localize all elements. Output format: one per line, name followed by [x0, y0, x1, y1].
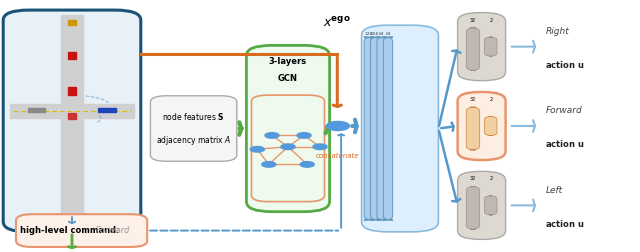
Text: 32: 32 — [470, 176, 476, 181]
Text: 32: 32 — [470, 18, 476, 23]
Text: 256: 256 — [371, 32, 380, 36]
Text: $\mathbf{\mathit{x}}^{\mathbf{ego}}$: $\mathbf{\mathit{x}}^{\mathbf{ego}}$ — [323, 16, 351, 30]
Circle shape — [262, 162, 276, 167]
Bar — [99, 108, 116, 112]
Text: action $\mathbf{u}$: action $\mathbf{u}$ — [545, 138, 585, 149]
FancyBboxPatch shape — [484, 116, 497, 136]
FancyBboxPatch shape — [376, 37, 387, 220]
Circle shape — [313, 144, 327, 149]
Bar — [68, 20, 76, 25]
Text: Forward: Forward — [545, 106, 582, 115]
Text: 64: 64 — [379, 32, 385, 36]
Circle shape — [281, 144, 295, 149]
Text: 2: 2 — [489, 176, 492, 181]
Bar — [29, 108, 45, 112]
Circle shape — [250, 146, 264, 152]
Text: concatenate: concatenate — [316, 153, 360, 159]
FancyBboxPatch shape — [466, 186, 480, 229]
Circle shape — [265, 133, 279, 138]
FancyBboxPatch shape — [150, 96, 237, 161]
Text: 64: 64 — [385, 32, 391, 36]
Text: 128: 128 — [365, 32, 373, 36]
FancyBboxPatch shape — [458, 13, 506, 81]
Text: action $\mathbf{u}$: action $\mathbf{u}$ — [545, 217, 585, 229]
Text: 2: 2 — [489, 97, 492, 102]
FancyBboxPatch shape — [383, 37, 393, 220]
Text: GCN: GCN — [278, 74, 298, 83]
FancyBboxPatch shape — [458, 92, 506, 160]
FancyBboxPatch shape — [246, 45, 330, 212]
FancyBboxPatch shape — [364, 37, 374, 220]
Text: node features $\mathbf{S}$: node features $\mathbf{S}$ — [163, 111, 225, 122]
Bar — [10, 104, 134, 118]
Bar — [61, 15, 83, 227]
Bar — [68, 113, 77, 119]
FancyBboxPatch shape — [370, 37, 380, 220]
Text: 3-layers: 3-layers — [269, 57, 307, 67]
FancyBboxPatch shape — [362, 25, 438, 232]
FancyBboxPatch shape — [3, 10, 141, 232]
Bar — [68, 87, 77, 94]
Text: 2: 2 — [489, 18, 492, 23]
Bar — [68, 52, 77, 59]
Text: high-level command:: high-level command: — [20, 226, 123, 235]
FancyBboxPatch shape — [16, 214, 147, 247]
Text: Right: Right — [545, 27, 569, 36]
Circle shape — [297, 133, 311, 138]
Text: action $\mathbf{u}$: action $\mathbf{u}$ — [545, 59, 585, 70]
Text: adjacency matrix $A$: adjacency matrix $A$ — [156, 134, 231, 147]
FancyBboxPatch shape — [484, 196, 497, 215]
Circle shape — [300, 162, 314, 167]
FancyBboxPatch shape — [484, 37, 497, 56]
FancyBboxPatch shape — [458, 171, 506, 239]
Circle shape — [326, 121, 349, 131]
Text: Left: Left — [545, 186, 563, 195]
FancyBboxPatch shape — [466, 107, 480, 150]
Text: Forward: Forward — [96, 226, 131, 235]
Text: 32: 32 — [470, 97, 476, 102]
FancyBboxPatch shape — [466, 28, 480, 71]
